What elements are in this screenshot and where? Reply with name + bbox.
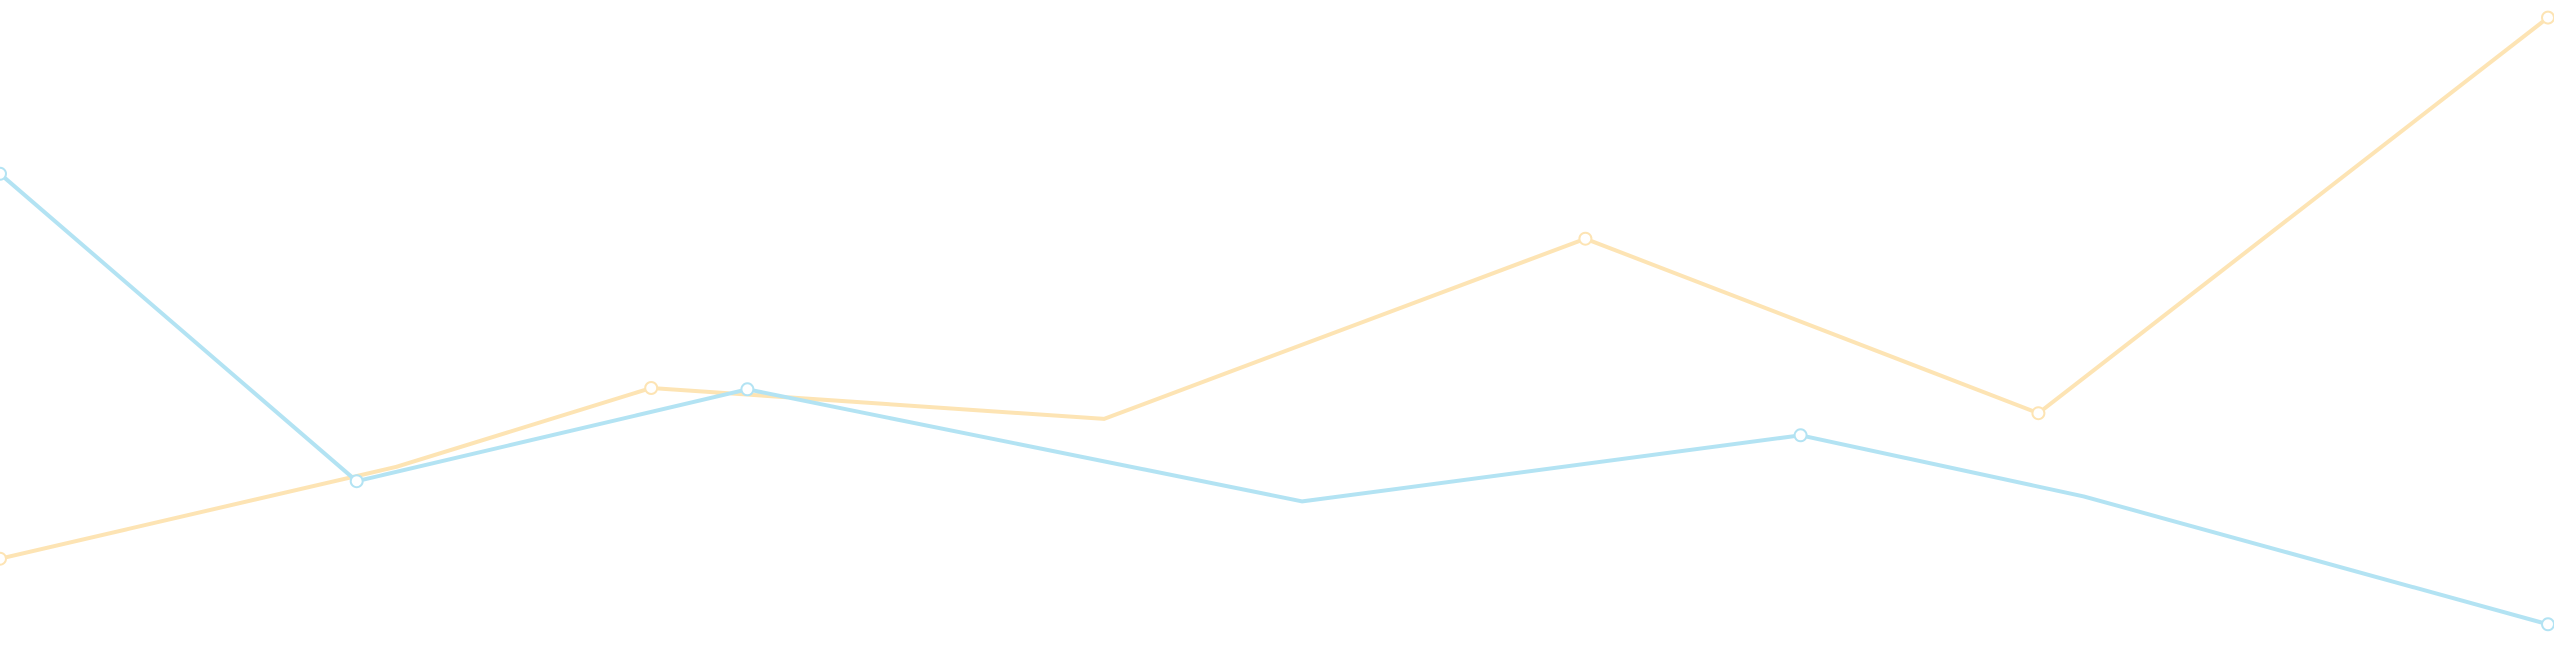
series-2-point[interactable]	[349, 474, 364, 489]
series-1-point[interactable]	[644, 381, 659, 395]
series-2	[0, 166, 2554, 632]
series-2-point[interactable]	[0, 166, 7, 181]
series-1-point[interactable]	[1578, 231, 1593, 246]
series-2-point[interactable]	[740, 382, 755, 397]
series-2-point[interactable]	[1793, 428, 1808, 443]
series-1	[0, 10, 2554, 566]
series-2-line	[0, 171, 2550, 627]
series-1-point[interactable]	[2031, 406, 2046, 421]
series-1-line	[0, 15, 2550, 561]
series-1-point[interactable]	[2541, 10, 2554, 25]
series-1-point[interactable]	[0, 551, 7, 566]
series-2-point[interactable]	[2541, 617, 2554, 632]
